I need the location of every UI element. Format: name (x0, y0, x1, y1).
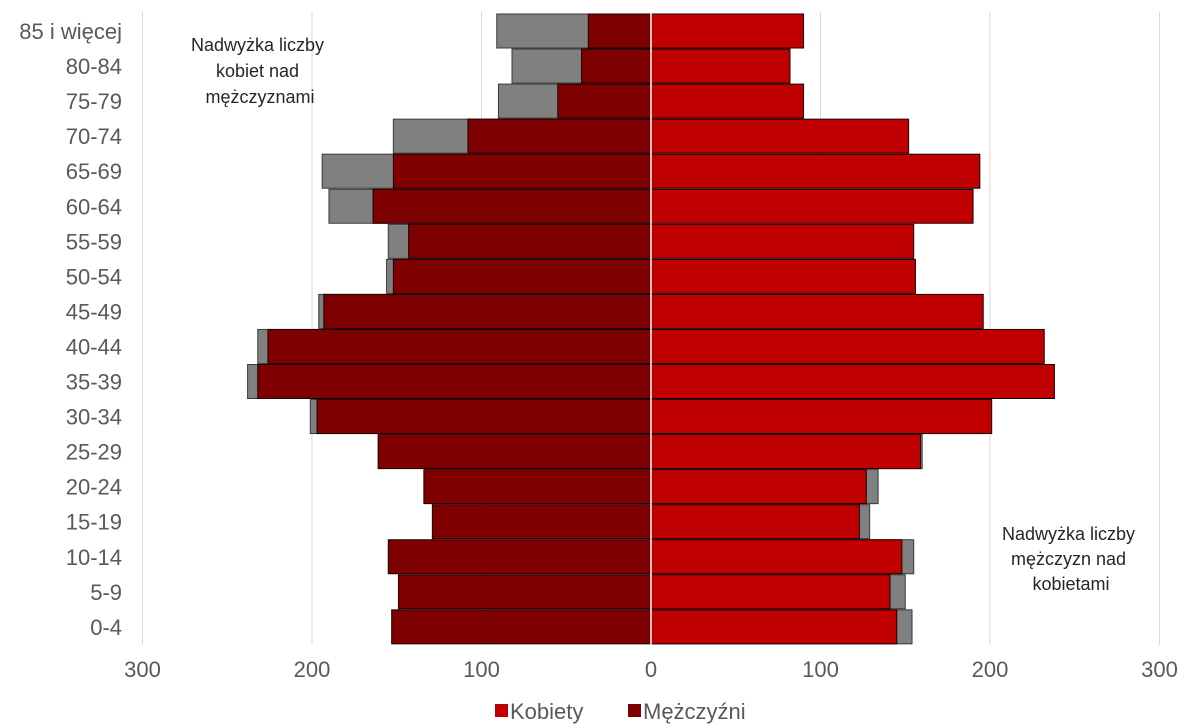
annotation-excess-women-line-3: mężczyznami (205, 87, 314, 107)
bar-mezczyzni-14 (431, 504, 652, 540)
bar-mezczyzni-12 (377, 434, 652, 470)
bar-kobiety-9 (650, 328, 1045, 364)
category-label-12: 25-29 (66, 440, 122, 465)
bar-kobiety-5 (650, 188, 974, 224)
x-tick-label-2: 100 (463, 657, 500, 682)
bar-mezczyzni-2 (557, 83, 652, 119)
annotation-excess-men-line-3: kobietami (1032, 574, 1109, 594)
bar-mezczyzni-16 (397, 574, 652, 610)
x-tick-label-6: 300 (1141, 657, 1178, 682)
bar-mezczyzni-6 (408, 223, 652, 259)
category-label-15: 10-14 (66, 545, 122, 570)
bar-mezczyzni-11 (316, 399, 652, 435)
bar-kobiety-4 (650, 153, 981, 189)
x-tick-label-4: 100 (802, 657, 839, 682)
category-labels: 85 i więcej 80-84 75-79 70-74 65-69 60-64 55-5… (19, 19, 122, 640)
bar-kobiety-3 (650, 118, 910, 154)
annotation-excess-men-line-2: mężczyzn nad (1011, 549, 1126, 569)
annotation-excess-men: Nadwyżka liczby mężczyzn nad kobietami (1002, 524, 1140, 594)
annotations: Nadwyżka liczby kobiet nad mężczyznami N… (191, 35, 1140, 594)
bar-mezczyzni-15 (387, 539, 652, 575)
category-label-3: 70-74 (66, 124, 122, 149)
annotation-excess-women: Nadwyżka liczby kobiet nad mężczyznami (191, 35, 329, 107)
bars (247, 12, 1055, 645)
bar-mezczyzni-10 (257, 364, 652, 399)
x-tick-label-1: 200 (294, 657, 331, 682)
category-label-9: 40-44 (66, 334, 122, 359)
bar-mezczyzni-3 (467, 118, 652, 154)
category-label-8: 45-49 (66, 299, 122, 324)
category-label-0: 85 i więcej (19, 19, 122, 44)
bar-kobiety-7 (650, 258, 916, 294)
category-label-13: 20-24 (66, 475, 122, 500)
bar-mezczyzni-8 (323, 293, 652, 329)
bar-kobiety-6 (650, 223, 915, 259)
bar-mezczyzni-13 (423, 469, 652, 505)
category-label-11: 30-34 (66, 405, 122, 430)
x-tick-label-5: 200 (972, 657, 1009, 682)
annotation-excess-men-line-1: Nadwyżka liczby (1002, 524, 1135, 544)
category-label-4: 65-69 (66, 159, 122, 184)
category-label-5: 60-64 (66, 194, 122, 219)
bar-kobiety-2 (650, 83, 805, 119)
bar-kobiety-13 (650, 469, 867, 505)
bar-kobiety-15 (650, 539, 903, 575)
category-label-1: 80-84 (66, 54, 122, 79)
bar-kobiety-1 (650, 48, 791, 84)
annotation-excess-women-line-1: Nadwyżka liczby (191, 35, 324, 55)
category-label-16: 5-9 (90, 580, 122, 605)
legend: Kobiety Mężczyźni (495, 699, 746, 724)
bar-kobiety-14 (650, 504, 860, 540)
bar-kobiety-12 (650, 434, 922, 470)
category-label-7: 50-54 (66, 264, 122, 289)
bar-mezczyzni-7 (392, 258, 652, 294)
bar-kobiety-11 (650, 399, 993, 435)
x-tick-label-3: 0 (645, 657, 657, 682)
bar-kobiety-0 (650, 13, 805, 49)
x-tick-label-0: 300 (124, 657, 161, 682)
bar-mezczyzni-9 (267, 328, 652, 364)
bar-mezczyzni-5 (372, 188, 652, 224)
legend-label-kobiety: Kobiety (510, 699, 583, 724)
category-label-2: 75-79 (66, 89, 122, 114)
category-label-14: 15-19 (66, 510, 122, 535)
bar-mezczyzni-17 (391, 609, 652, 645)
legend-label-mezczyzni: Mężczyźni (643, 699, 746, 724)
legend-swatch-mezczyzni (628, 704, 641, 717)
bar-kobiety-17 (650, 609, 898, 645)
category-label-17: 0-4 (90, 615, 122, 640)
bar-kobiety-16 (650, 574, 891, 610)
bar-mezczyzni-0 (587, 13, 652, 49)
category-label-10: 35-39 (66, 370, 122, 395)
bar-mezczyzni-1 (581, 48, 652, 84)
legend-swatch-kobiety (495, 704, 508, 717)
category-label-6: 55-59 (66, 229, 122, 254)
annotation-excess-women-line-2: kobiet nad (216, 61, 299, 81)
bar-kobiety-10 (650, 364, 1055, 399)
x-axis-tick-labels: 300 200 100 0 100 200 300 (124, 657, 1178, 682)
bar-kobiety-8 (650, 293, 984, 329)
bar-mezczyzni-4 (392, 153, 652, 189)
